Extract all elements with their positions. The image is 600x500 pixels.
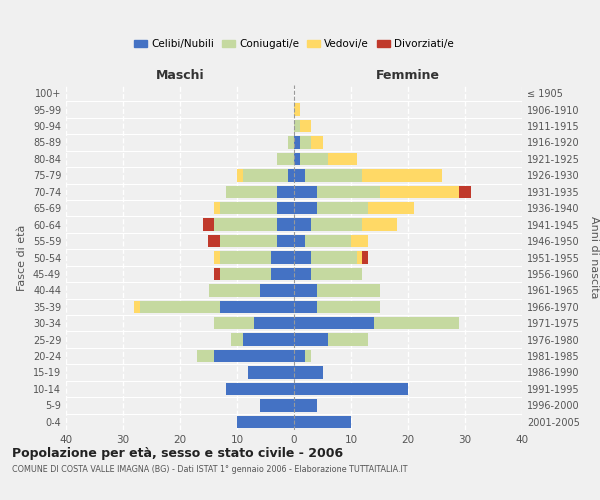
- Bar: [260, 399, 294, 411]
- Y-axis label: Anni di nascita: Anni di nascita: [589, 216, 599, 298]
- Bar: [294, 186, 317, 198]
- Bar: [311, 136, 323, 148]
- Bar: [374, 317, 460, 330]
- Bar: [232, 334, 242, 346]
- Bar: [214, 218, 277, 231]
- Bar: [294, 284, 317, 296]
- Bar: [317, 300, 380, 313]
- Bar: [214, 252, 220, 264]
- Bar: [242, 334, 294, 346]
- Bar: [294, 202, 317, 214]
- Bar: [214, 202, 220, 214]
- Bar: [220, 252, 271, 264]
- Bar: [368, 202, 414, 214]
- Text: COMUNE DI COSTA VALLE IMAGNA (BG) - Dati ISTAT 1° gennaio 2006 - Elaborazione TU: COMUNE DI COSTA VALLE IMAGNA (BG) - Dati…: [12, 466, 407, 474]
- Bar: [362, 218, 397, 231]
- Bar: [317, 186, 380, 198]
- Bar: [294, 218, 311, 231]
- Bar: [305, 169, 362, 181]
- Bar: [294, 136, 300, 148]
- Bar: [294, 416, 351, 428]
- Bar: [254, 317, 294, 330]
- Bar: [214, 268, 220, 280]
- Y-axis label: Fasce di età: Fasce di età: [17, 224, 27, 290]
- Bar: [289, 169, 294, 181]
- Bar: [300, 136, 311, 148]
- Bar: [317, 284, 380, 296]
- Bar: [300, 153, 328, 165]
- Bar: [294, 153, 300, 165]
- Bar: [300, 120, 311, 132]
- Bar: [305, 235, 351, 247]
- Bar: [311, 268, 362, 280]
- Bar: [294, 334, 328, 346]
- Bar: [220, 235, 277, 247]
- Bar: [277, 235, 294, 247]
- Bar: [294, 169, 305, 181]
- Bar: [460, 186, 471, 198]
- Text: Popolazione per età, sesso e stato civile - 2006: Popolazione per età, sesso e stato civil…: [12, 448, 343, 460]
- Bar: [134, 300, 140, 313]
- Bar: [214, 350, 294, 362]
- Bar: [311, 218, 362, 231]
- Bar: [328, 334, 368, 346]
- Bar: [294, 104, 300, 116]
- Bar: [289, 136, 294, 148]
- Bar: [140, 300, 220, 313]
- Bar: [362, 252, 368, 264]
- Bar: [203, 218, 214, 231]
- Bar: [351, 235, 368, 247]
- Legend: Celibi/Nubili, Coniugati/e, Vedovi/e, Divorziati/e: Celibi/Nubili, Coniugati/e, Vedovi/e, Di…: [130, 35, 458, 54]
- Bar: [294, 350, 305, 362]
- Bar: [294, 317, 374, 330]
- Bar: [317, 202, 368, 214]
- Bar: [220, 268, 271, 280]
- Bar: [226, 383, 294, 395]
- Bar: [220, 300, 294, 313]
- Bar: [294, 268, 311, 280]
- Bar: [237, 416, 294, 428]
- Text: Femmine: Femmine: [376, 68, 440, 82]
- Bar: [356, 252, 362, 264]
- Bar: [305, 350, 311, 362]
- Bar: [220, 202, 277, 214]
- Bar: [362, 169, 442, 181]
- Bar: [294, 235, 305, 247]
- Bar: [328, 153, 356, 165]
- Bar: [248, 366, 294, 378]
- Bar: [277, 202, 294, 214]
- Bar: [294, 252, 311, 264]
- Bar: [214, 317, 254, 330]
- Bar: [380, 186, 460, 198]
- Bar: [271, 268, 294, 280]
- Bar: [277, 218, 294, 231]
- Bar: [294, 120, 300, 132]
- Bar: [209, 284, 260, 296]
- Bar: [294, 399, 317, 411]
- Bar: [226, 186, 277, 198]
- Bar: [260, 284, 294, 296]
- Bar: [277, 153, 294, 165]
- Text: Maschi: Maschi: [155, 68, 205, 82]
- Bar: [294, 383, 408, 395]
- Bar: [294, 366, 323, 378]
- Bar: [311, 252, 357, 264]
- Bar: [197, 350, 214, 362]
- Bar: [294, 300, 317, 313]
- Bar: [243, 169, 289, 181]
- Bar: [271, 252, 294, 264]
- Bar: [209, 235, 220, 247]
- Bar: [237, 169, 242, 181]
- Bar: [277, 186, 294, 198]
